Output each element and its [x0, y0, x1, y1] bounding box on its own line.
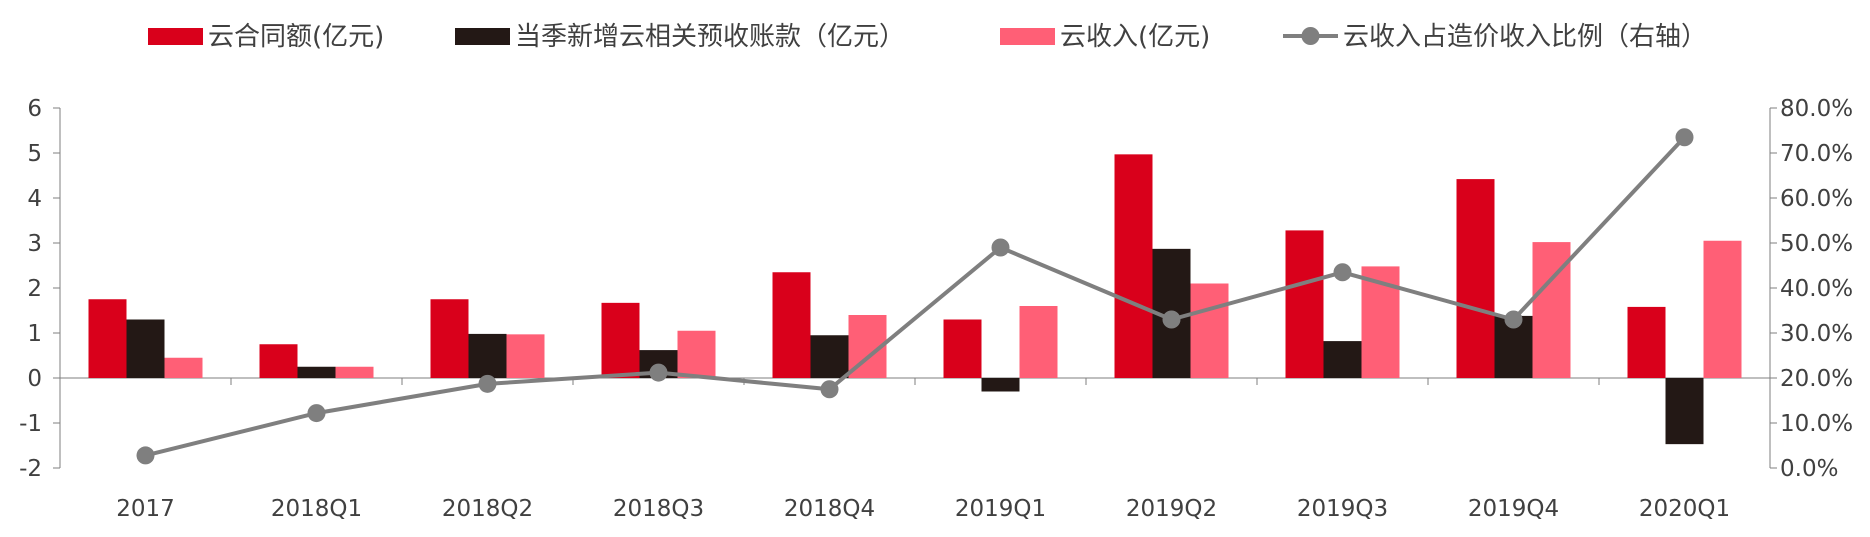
y-right-tick-label: 30.0%	[1780, 321, 1853, 347]
x-tick-label: 2019Q3	[1297, 496, 1388, 522]
y-right-tick-label: 70.0%	[1780, 141, 1853, 167]
x-tick-label: 2019Q4	[1468, 496, 1559, 522]
bar	[1285, 230, 1324, 378]
x-tick-label: 2017	[116, 496, 175, 522]
legend-label: 当季新增云相关预收账款（亿元）	[515, 22, 905, 52]
line-point	[136, 446, 155, 465]
line-point	[820, 380, 839, 399]
line-point	[649, 363, 668, 382]
bar	[1114, 154, 1153, 378]
bar	[943, 319, 982, 378]
legend-swatch	[455, 28, 510, 45]
x-tick-label: 2018Q3	[613, 496, 704, 522]
y-left-tick-label: 5	[27, 141, 42, 167]
line-point	[1504, 310, 1523, 329]
x-tick-label: 2018Q4	[784, 496, 875, 522]
y-right-tick-label: 20.0%	[1780, 366, 1853, 392]
x-tick-label: 2019Q1	[955, 496, 1046, 522]
bar	[468, 333, 507, 378]
legend: 云合同额(亿元) 当季新增云相关预收账款（亿元） 云收入(亿元) 云收入占造价收入比例…	[148, 22, 1707, 52]
x-tick-label: 2018Q2	[442, 496, 533, 522]
bar	[1323, 341, 1362, 378]
legend-label: 云收入(亿元)	[1060, 22, 1210, 52]
bars	[88, 154, 1742, 445]
bar	[88, 299, 127, 378]
bar	[772, 272, 811, 378]
y-right-tick-label: 10.0%	[1780, 411, 1853, 437]
line-point	[1333, 263, 1352, 282]
bar	[506, 334, 545, 378]
y-left-tick-label: 3	[27, 231, 42, 257]
bar	[430, 299, 469, 378]
y-right-tick-label: 80.0%	[1780, 96, 1853, 122]
line-path	[145, 135, 1686, 458]
y-right-tick-label: 0.0%	[1780, 456, 1838, 482]
bar	[1019, 306, 1058, 378]
bar	[981, 378, 1020, 392]
legend-swatch	[148, 28, 203, 45]
y-right-tick-label: 60.0%	[1780, 186, 1853, 212]
line-point	[478, 374, 497, 393]
line-point	[307, 404, 326, 423]
y-right-tick-label: 40.0%	[1780, 276, 1853, 302]
bar	[126, 319, 165, 378]
bar	[164, 357, 203, 378]
bar	[1190, 283, 1229, 378]
y-left-tick-label: 2	[27, 276, 42, 302]
bar	[677, 330, 716, 378]
bar	[1665, 378, 1704, 445]
bar	[259, 344, 298, 378]
x-tick-label: 2018Q1	[271, 496, 362, 522]
bar	[1627, 306, 1666, 378]
y-left-tick-label: 6	[27, 96, 42, 122]
legend-swatch-marker	[1301, 27, 1320, 45]
legend-label: 云合同额(亿元)	[208, 22, 384, 52]
legend-swatch	[1000, 28, 1055, 45]
line-point	[1675, 128, 1694, 147]
x-tick-label: 2019Q2	[1126, 496, 1217, 522]
y-left-tick-label: 0	[27, 366, 42, 392]
bar	[810, 335, 849, 378]
bar	[297, 366, 336, 378]
line-point	[991, 238, 1010, 257]
bar	[335, 366, 374, 378]
legend-label: 云收入占造价收入比例（右轴）	[1343, 22, 1707, 52]
bar	[1456, 179, 1495, 378]
line-point	[1162, 310, 1181, 329]
y-right-tick-label: 50.0%	[1780, 231, 1853, 257]
y-left-tick-label: -2	[19, 456, 42, 482]
bar	[601, 302, 640, 378]
y-left-tick-label: 1	[27, 321, 42, 347]
line-series	[136, 128, 1694, 465]
y-left-tick-label: -1	[19, 411, 42, 437]
x-tick-label: 2020Q1	[1639, 496, 1730, 522]
y-left-tick-label: 4	[27, 186, 42, 212]
bar	[1703, 240, 1742, 378]
axes: -2-101234560.0%10.0%20.0%30.0%40.0%50.0%…	[19, 96, 1853, 522]
